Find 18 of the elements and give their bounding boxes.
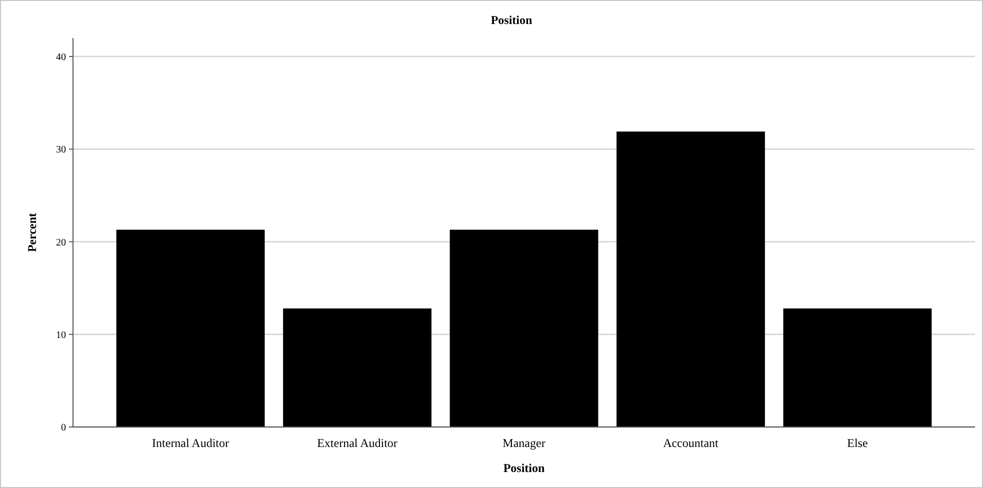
bar	[616, 132, 765, 427]
x-tick-label: External Auditor	[317, 436, 398, 450]
x-tick-label: Manager	[502, 436, 546, 450]
y-tick-label: 20	[56, 237, 66, 248]
y-axis-title: Percent	[25, 212, 39, 252]
y-tick-label: 40	[56, 52, 66, 64]
bar	[283, 308, 432, 427]
bar	[783, 308, 932, 427]
x-axis-title: Position	[503, 461, 545, 475]
y-tick-label: 0	[61, 422, 66, 434]
y-tick-label: 10	[56, 330, 66, 341]
y-tick-label: 30	[56, 144, 66, 156]
x-tick-label: Accountant	[663, 436, 720, 450]
x-tick-label: Internal Auditor	[152, 436, 230, 450]
bar	[116, 230, 265, 427]
x-tick-label: Else	[847, 436, 868, 450]
chart-title: Position	[490, 13, 532, 27]
bar	[450, 230, 598, 427]
